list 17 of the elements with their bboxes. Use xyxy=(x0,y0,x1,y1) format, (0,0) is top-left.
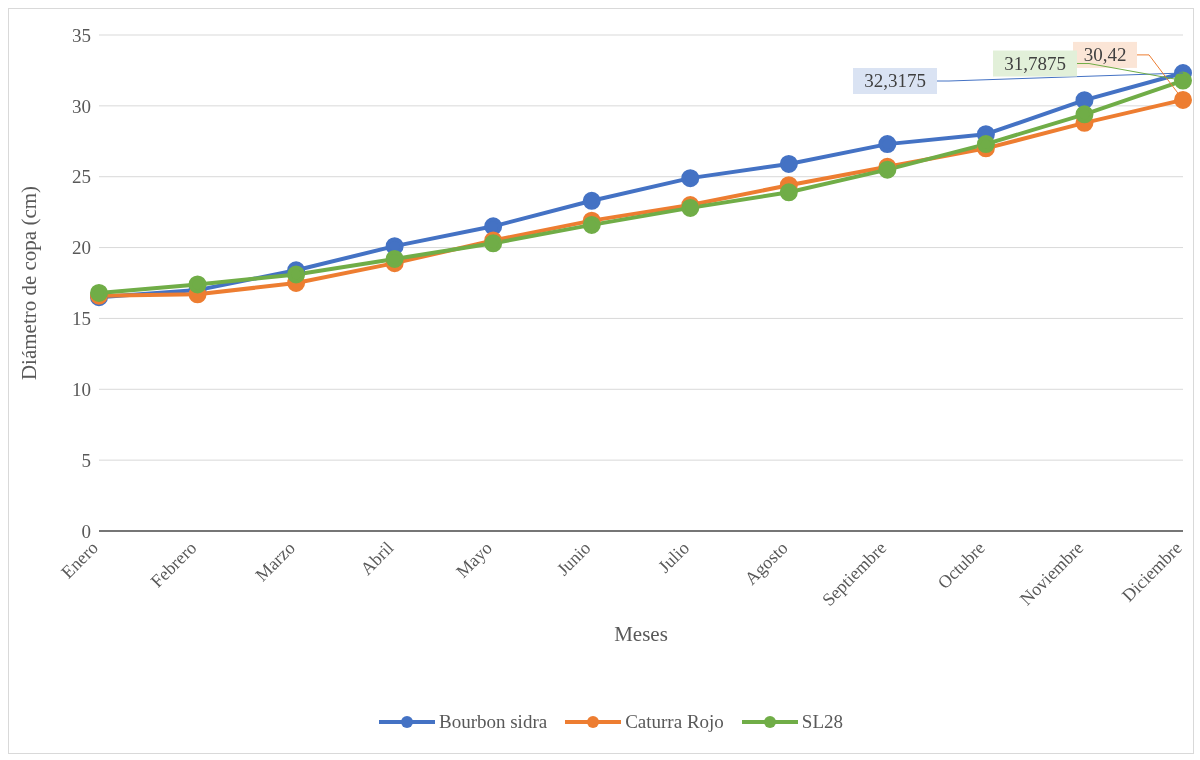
legend-label: SL28 xyxy=(800,711,844,733)
y-tick-label: 25 xyxy=(72,166,91,188)
data-label: 30,42 xyxy=(1083,43,1127,65)
data-label: 31,7875 xyxy=(1004,52,1066,74)
y-tick-label: 35 xyxy=(72,24,91,46)
x-tick-label: Julio xyxy=(654,537,694,577)
x-axis-title: Meses xyxy=(614,622,668,646)
y-tick-label: 30 xyxy=(72,95,91,117)
legend-label: Bourbon sidra xyxy=(437,711,548,733)
data-label: 32,3175 xyxy=(864,70,926,92)
y-tick-label: 0 xyxy=(81,520,91,542)
y-tick-label: 15 xyxy=(72,308,91,330)
y-tick-label: 10 xyxy=(72,379,91,401)
y-axis-title: Diámetro de copa (cm) xyxy=(17,185,42,381)
y-tick-label: 20 xyxy=(72,237,91,259)
y-tick-label: 5 xyxy=(81,449,91,471)
legend-label: Caturra Rojo xyxy=(624,711,724,733)
